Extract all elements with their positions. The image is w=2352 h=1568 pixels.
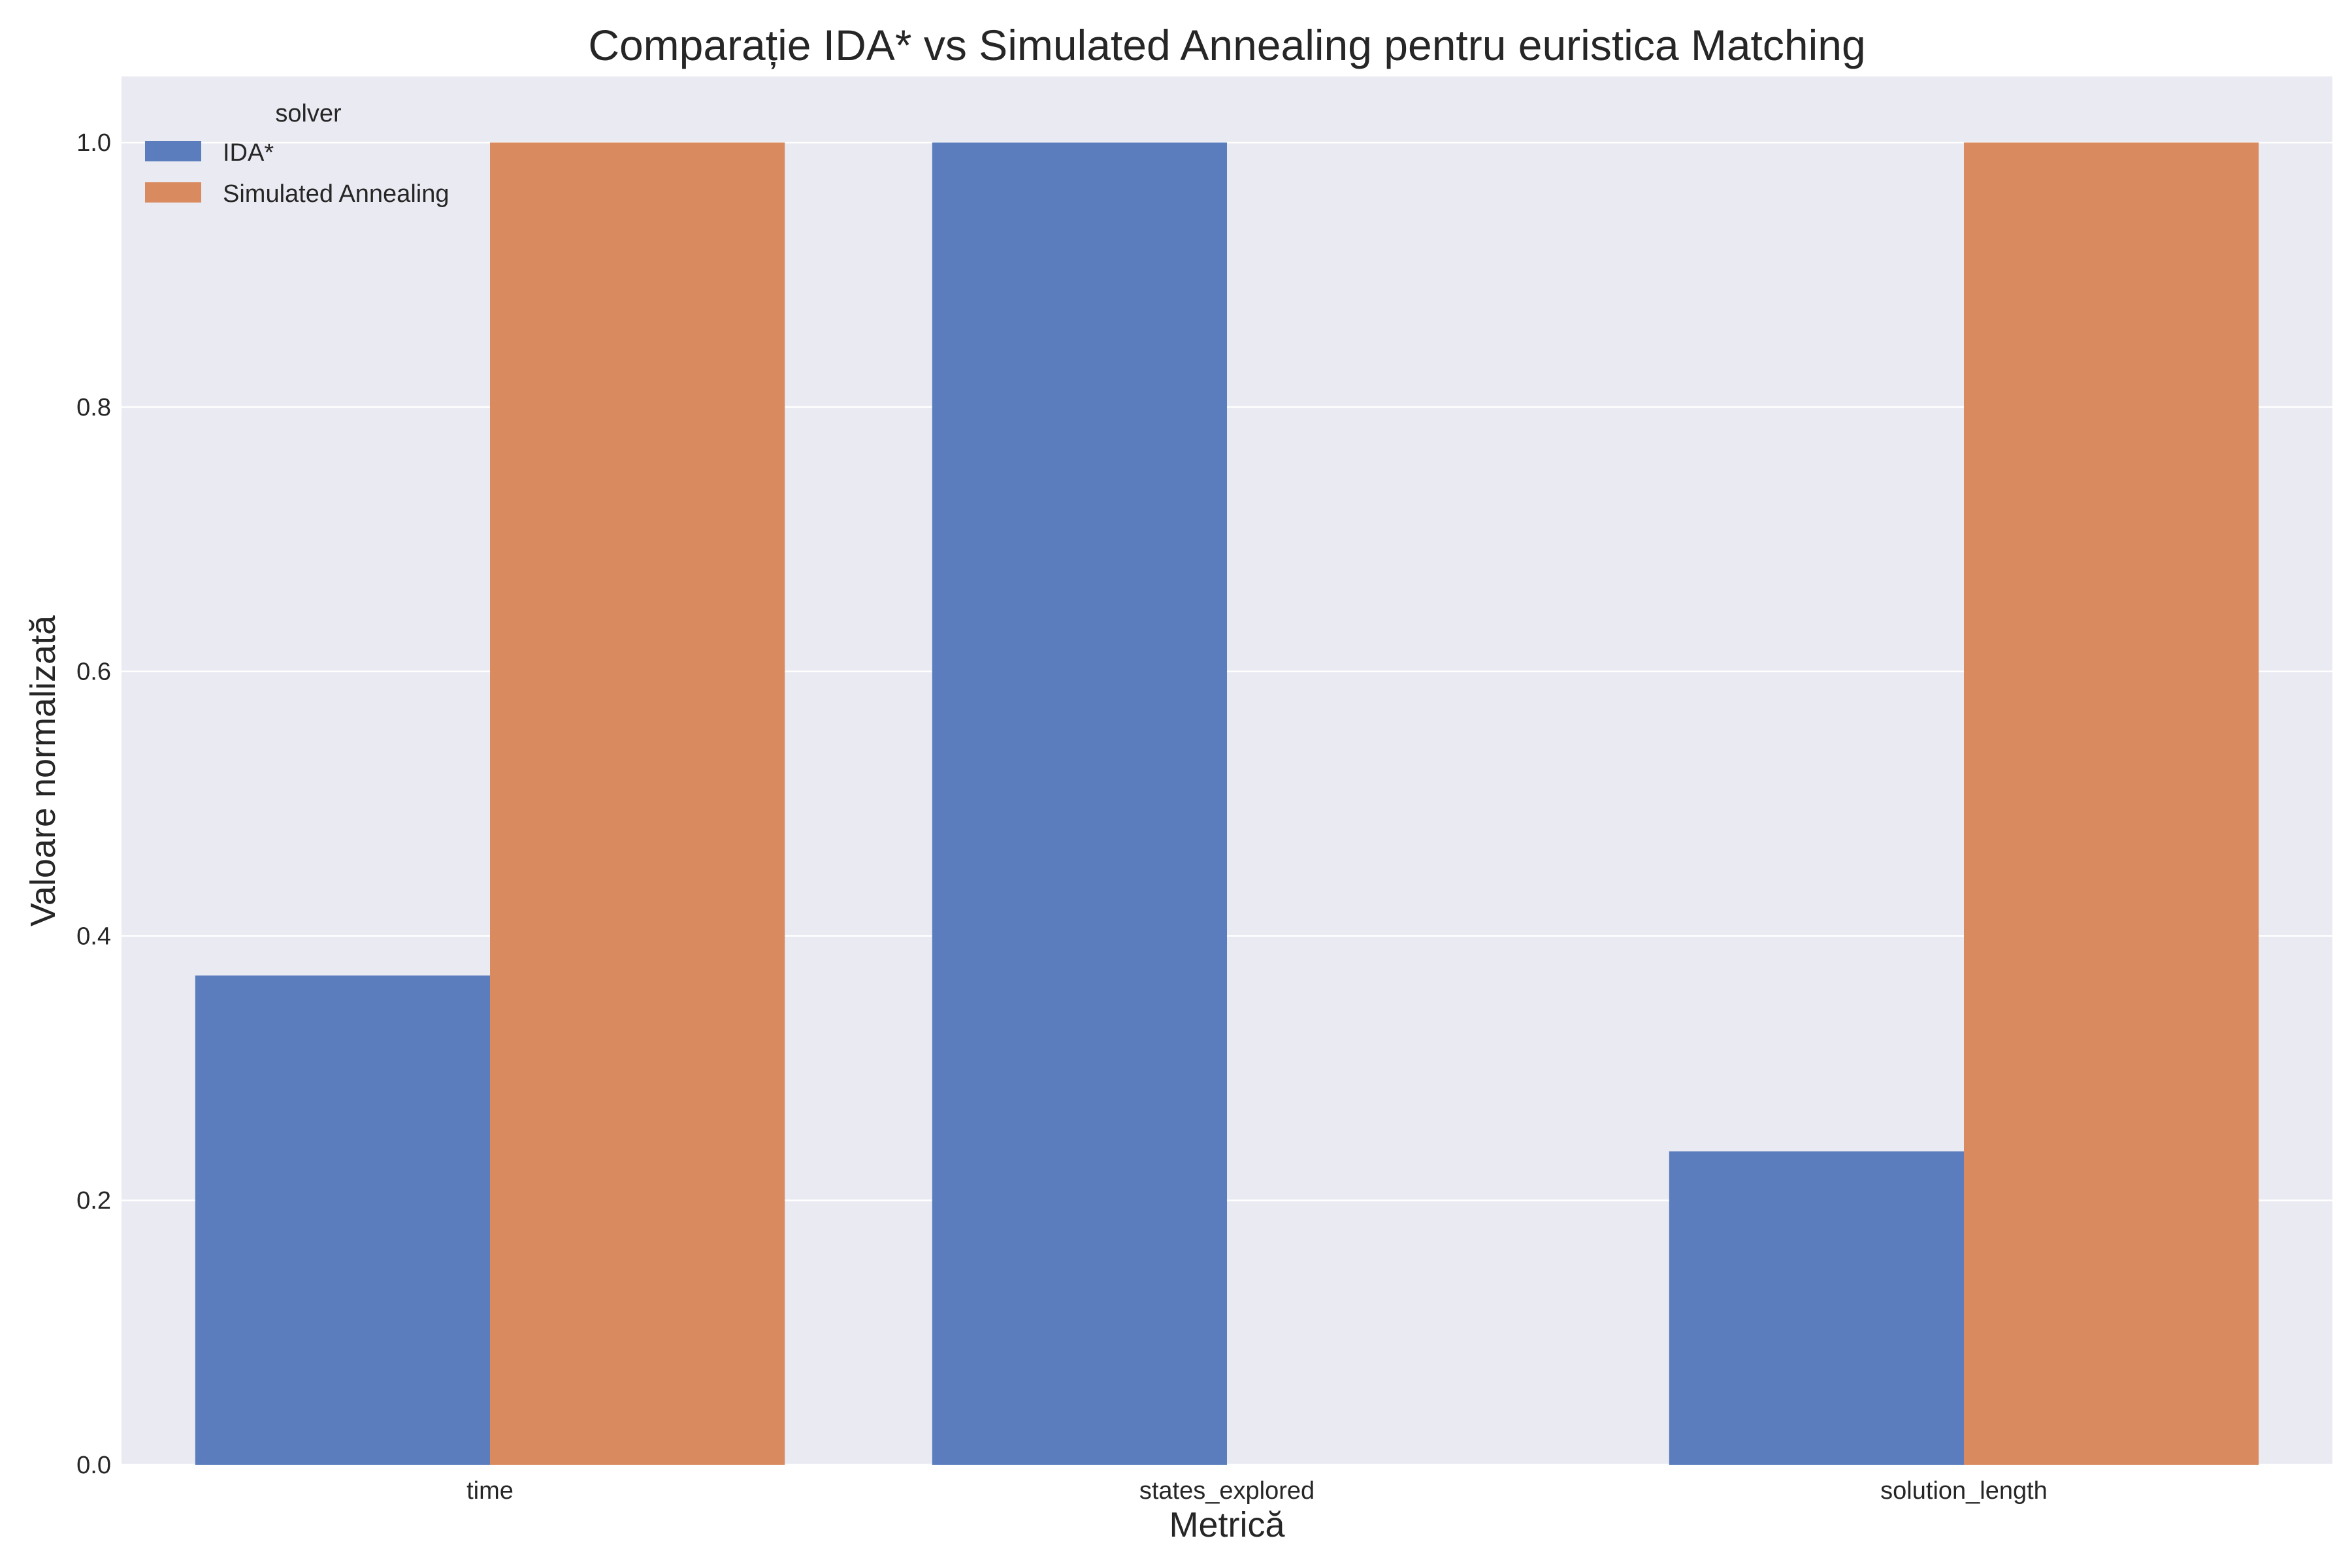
legend-swatch-simulated-annealing [145,182,201,203]
legend: solver IDA* Simulated Annealing [145,100,449,208]
bar-states-explored-series-0 [932,142,1227,1465]
bar-solution-length-series-0 [1669,1151,1964,1465]
bar-time-series-0 [195,975,490,1465]
legend-swatch-ida [145,141,201,161]
y-tick-label: 0.4 [76,923,111,950]
legend-label-simulated-annealing: Simulated Annealing [223,180,449,208]
y-tick-label: 0.8 [76,394,111,421]
y-axis-label: Valoare normalizată [24,615,63,926]
x-axis-label: Metrică [1169,1505,1285,1544]
bars [195,142,2259,1465]
x-tick-label: states_explored [1139,1477,1315,1505]
x-tick-label: solution_length [1880,1477,2048,1505]
y-axis-ticks: 0.0 0.2 0.4 0.6 0.8 1.0 [76,129,111,1479]
y-tick-label: 0.2 [76,1187,111,1215]
y-tick-label: 0.0 [76,1452,111,1479]
y-tick-label: 0.6 [76,659,111,686]
legend-title: solver [275,100,342,127]
bar-time-series-1 [490,142,785,1465]
x-axis-ticks: time states_explored solution_length [466,1477,2048,1505]
x-tick-label: time [466,1477,514,1505]
legend-label-ida: IDA* [223,139,274,167]
y-tick-label: 1.0 [76,129,111,157]
bar-solution-length-series-1 [1964,142,2259,1465]
chart-title: Comparație IDA* vs Simulated Annealing p… [588,21,1865,69]
